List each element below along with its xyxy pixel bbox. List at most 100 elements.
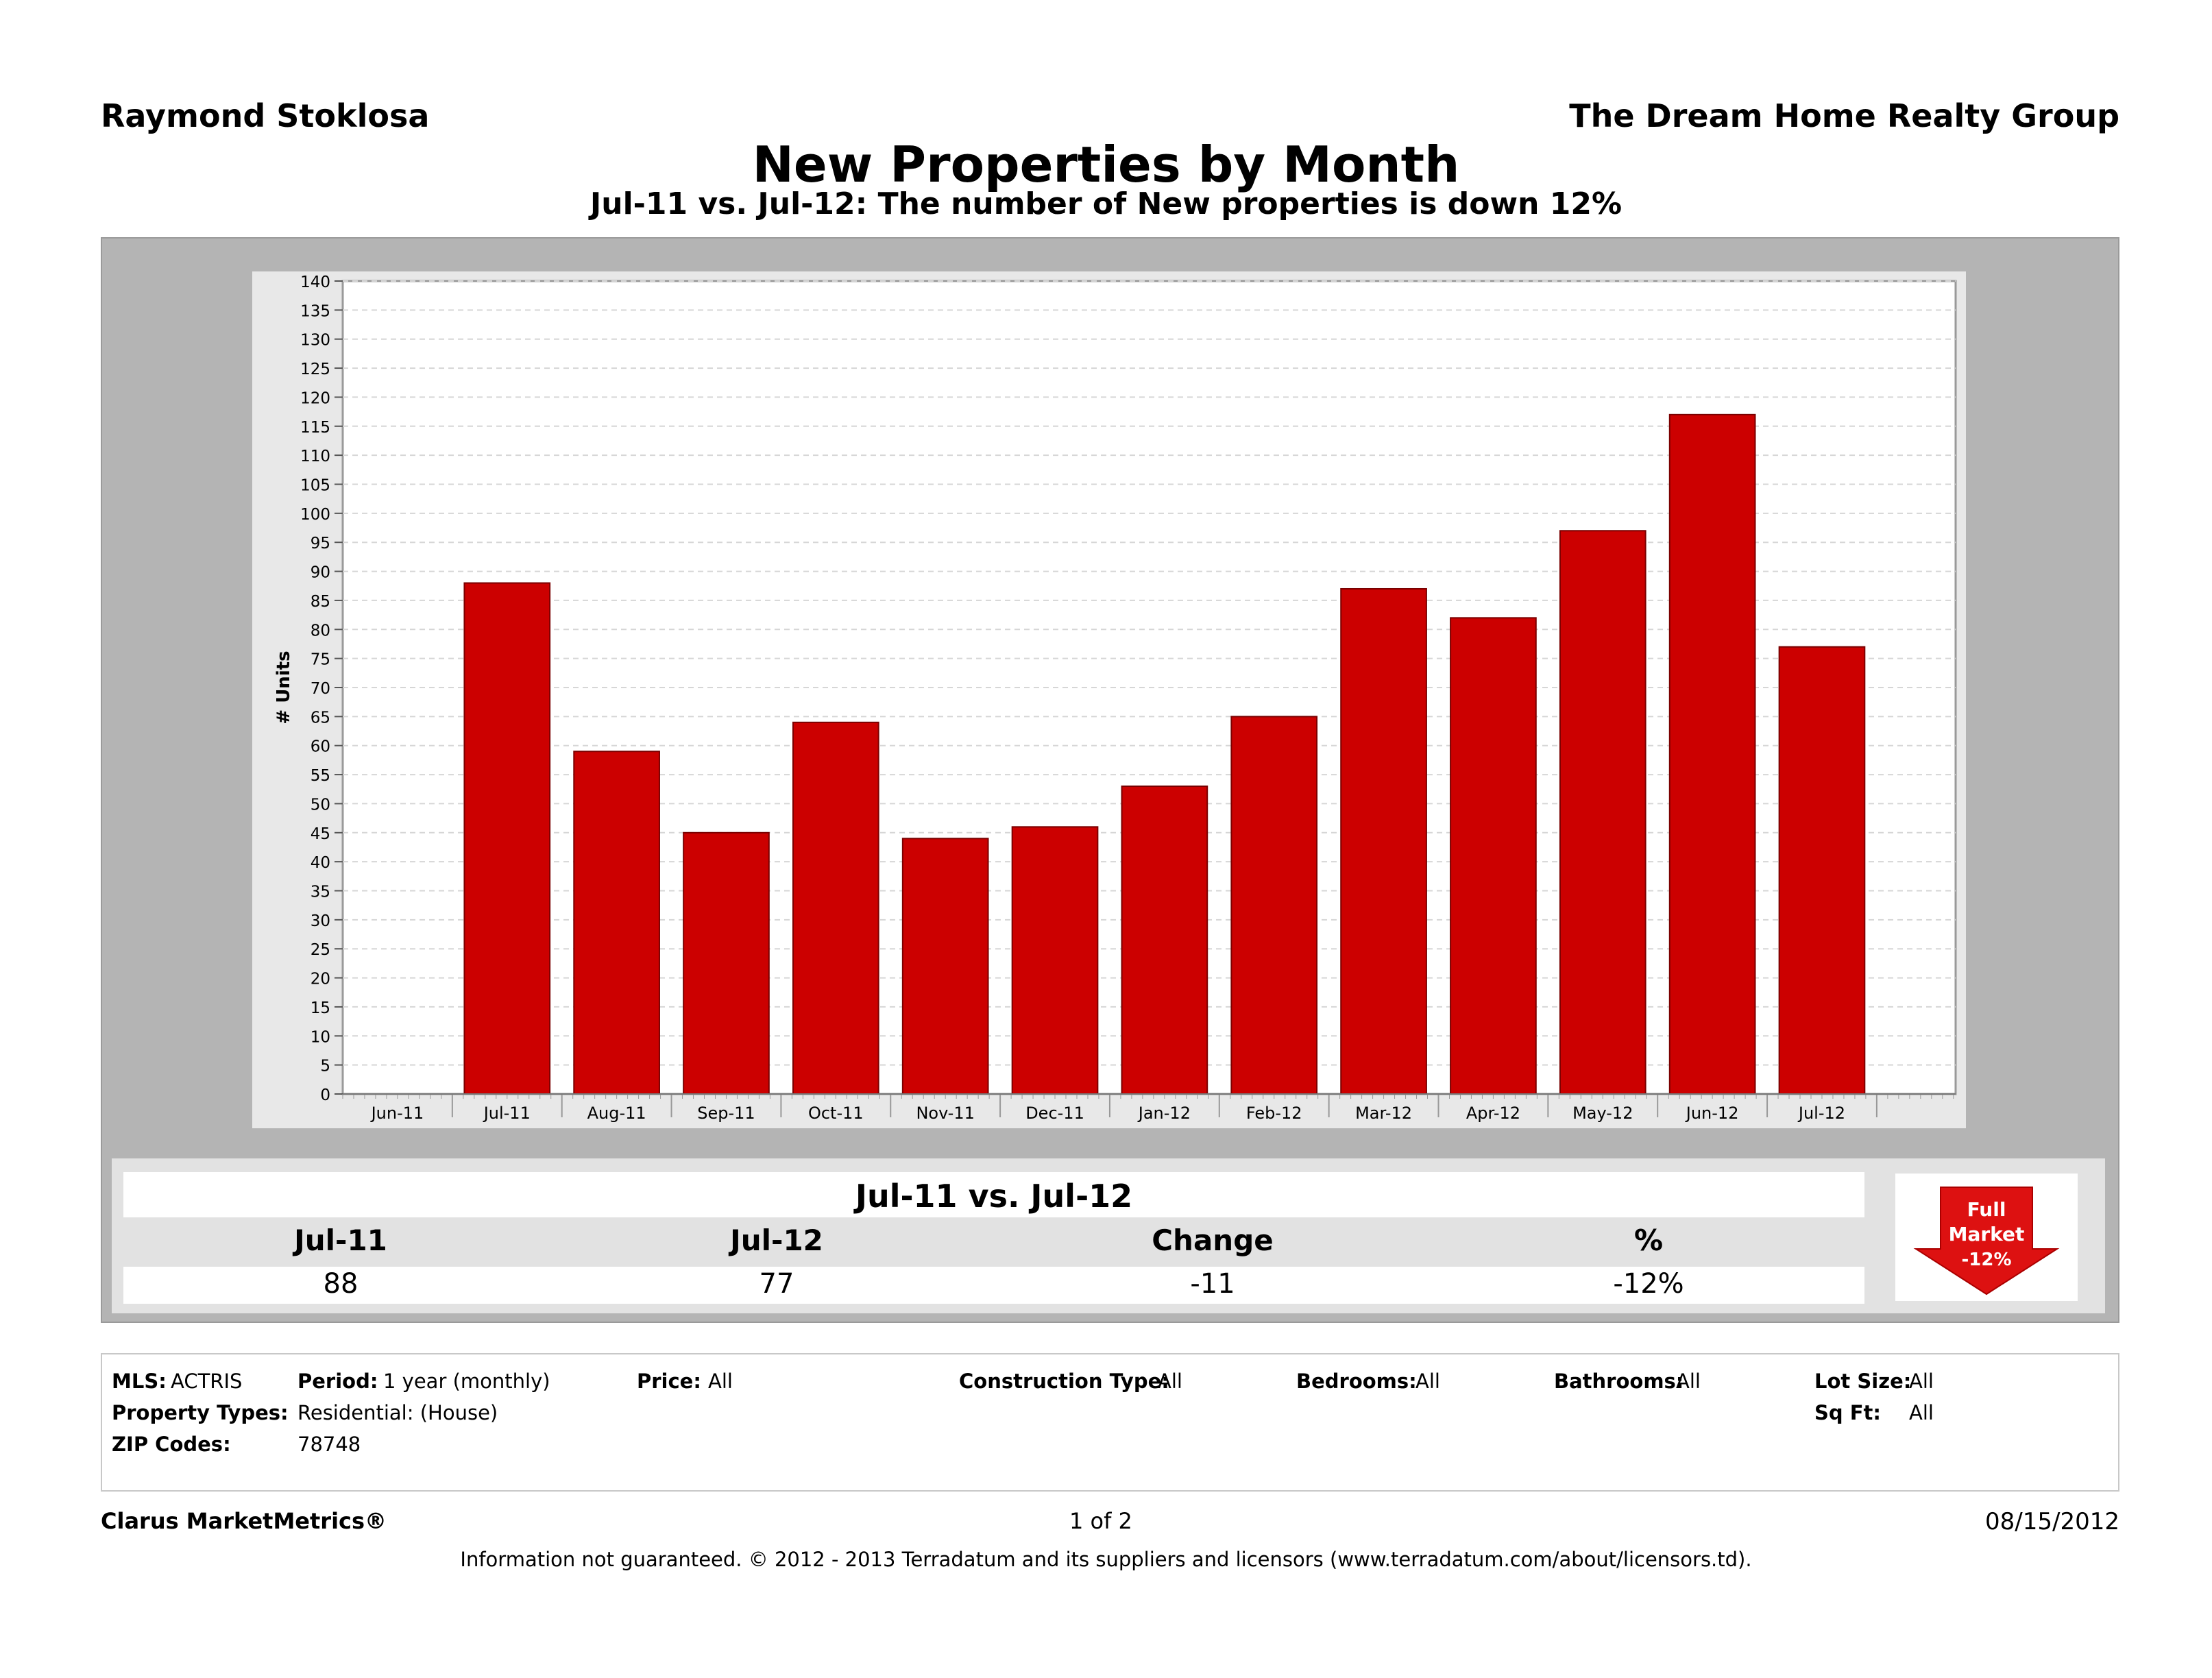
badge-line1: Full (1967, 1198, 2006, 1221)
y-tick-label: 95 (311, 535, 330, 552)
full-market-badge: Full Market -12% (1895, 1174, 2078, 1301)
y-tick-label: 55 (311, 767, 330, 785)
filter-lotsize-value: All (1909, 1370, 1934, 1393)
filter-construction-value: All (1158, 1370, 1182, 1393)
x-tick-label: Jun-12 (1685, 1104, 1739, 1123)
down-arrow-icon: Full Market -12% (1913, 1187, 2060, 1296)
y-tick-label: 135 (300, 302, 330, 320)
y-tick-label: 80 (311, 622, 330, 640)
y-tick-label: 60 (311, 738, 330, 756)
bar-jun-12 (1668, 413, 1756, 1095)
y-tick-label: 90 (311, 564, 330, 582)
y-tick-label: 35 (311, 884, 330, 901)
footer-disclaimer: Information not guaranteed. © 2012 - 201… (460, 1548, 1752, 1571)
summary-value-change: -11 (1190, 1268, 1235, 1300)
x-tick-label: Apr-12 (1466, 1104, 1520, 1123)
summary-header-jul11: Jul-11 (294, 1224, 387, 1257)
summary-header-jul12: Jul-12 (730, 1224, 823, 1257)
filter-mls-label: MLS: (112, 1370, 167, 1393)
y-tick-label: 140 (300, 273, 330, 291)
filter-lotsize-label: Lot Size: (1814, 1370, 1912, 1393)
y-tick-label: 75 (311, 651, 330, 669)
filter-zip-label: ZIP Codes: (112, 1433, 231, 1456)
x-tick-label: Sep-11 (697, 1104, 755, 1123)
filter-proptypes-value: Residential: (House) (297, 1401, 498, 1424)
y-tick-label: 110 (300, 448, 330, 465)
filter-bedrooms-label: Bedrooms: (1296, 1370, 1417, 1393)
summary-value-jul11: 88 (323, 1268, 358, 1300)
filters-panel: MLS: ACTRIS Period: 1 year (monthly) Pri… (101, 1353, 2119, 1492)
filter-sqft-value: All (1909, 1401, 1934, 1424)
filter-mls-value: ACTRIS (171, 1370, 243, 1393)
bar-jul-11 (463, 582, 551, 1095)
y-tick-label: 25 (311, 941, 330, 959)
summary-value-percent: -12% (1613, 1268, 1684, 1300)
x-tick-label: Dec-11 (1025, 1104, 1084, 1123)
y-tick-label: 50 (311, 796, 330, 814)
y-tick-label: 65 (311, 709, 330, 727)
bar-may-12 (1559, 530, 1646, 1095)
agent-name: Raymond Stoklosa (101, 97, 430, 134)
y-tick-label: 40 (311, 854, 330, 872)
y-tick-label: 45 (311, 825, 330, 843)
bar-jul-12 (1778, 646, 1866, 1095)
filter-period-value: 1 year (monthly) (383, 1370, 550, 1393)
x-tick-label: Jul-12 (1797, 1104, 1845, 1123)
footer-page-number: 1 of 2 (1069, 1508, 1132, 1534)
y-axis-label: # Units (274, 650, 294, 724)
x-tick-label: Oct-11 (808, 1104, 864, 1123)
bar-apr-12 (1450, 617, 1537, 1095)
filter-bedrooms-value: All (1415, 1370, 1440, 1393)
filter-bathrooms-label: Bathrooms: (1554, 1370, 1684, 1393)
bar-sep-11 (683, 831, 770, 1095)
bar-nov-11 (901, 838, 989, 1095)
summary-value-row (123, 1267, 1864, 1304)
x-tick-label: Jun-11 (370, 1104, 424, 1123)
y-tick-label: 5 (320, 1058, 330, 1075)
y-tick-label: 20 (311, 971, 330, 988)
bar-dec-11 (1011, 826, 1099, 1095)
report-title: New Properties by Month (752, 136, 1460, 193)
bar-oct-11 (792, 721, 879, 1095)
bar-mar-12 (1340, 587, 1427, 1095)
summary-value-jul12: 77 (759, 1268, 794, 1300)
y-tick-label: 0 (320, 1086, 330, 1104)
filter-proptypes-label: Property Types: (112, 1401, 289, 1424)
filter-zip-value: 78748 (297, 1433, 361, 1456)
filter-price-label: Price: (637, 1370, 701, 1393)
filter-bathrooms-value: All (1676, 1370, 1701, 1393)
x-tick-label: Jul-11 (483, 1104, 531, 1123)
bar-jan-12 (1121, 786, 1208, 1095)
y-tick-label: 125 (300, 361, 330, 378)
footer-date: 08/15/2012 (1985, 1508, 2119, 1535)
filter-construction-label: Construction Type: (959, 1370, 1169, 1393)
company-name: The Dream Home Realty Group (1569, 97, 2119, 134)
summary-title: Jul-11 vs. Jul-12 (855, 1178, 1133, 1215)
y-tick-label: 85 (311, 593, 330, 611)
bar-chart: 0 5 10 15 20 25 30 35 40 45 50 55 60 65 70 75 80 85 90 95 10… (274, 273, 1957, 1123)
x-tick-label: Aug-11 (587, 1104, 646, 1123)
y-tick-label: 120 (300, 389, 330, 407)
y-tick-label: 15 (311, 999, 330, 1017)
y-tick-label: 10 (311, 1028, 330, 1046)
bar-feb-12 (1230, 716, 1318, 1095)
bar-aug-11 (573, 751, 660, 1095)
filter-sqft-label: Sq Ft: (1814, 1401, 1882, 1424)
x-tick-label: Mar-12 (1355, 1104, 1412, 1123)
x-tick-label: May-12 (1572, 1104, 1633, 1123)
summary-title-row (123, 1172, 1864, 1217)
y-tick-label: 70 (311, 680, 330, 698)
filter-period-label: Period: (297, 1370, 378, 1393)
y-tick-label: 105 (300, 477, 330, 495)
report-subtitle: Jul-11 vs. Jul-12: The number of New pro… (590, 186, 1622, 221)
x-tick-label: Nov-11 (916, 1104, 974, 1123)
y-tick-label: 100 (300, 506, 330, 524)
y-tick-label: 115 (300, 419, 330, 437)
badge-line2: Market (1949, 1223, 2025, 1245)
footer-brand: Clarus MarketMetrics® (101, 1508, 387, 1534)
x-tick-label: Jan-12 (1137, 1104, 1191, 1123)
summary-header-change: Change (1152, 1224, 1274, 1257)
y-tick-label: 130 (300, 332, 330, 350)
x-tick-label: Feb-12 (1246, 1104, 1302, 1123)
y-tick-label: 30 (311, 912, 330, 930)
